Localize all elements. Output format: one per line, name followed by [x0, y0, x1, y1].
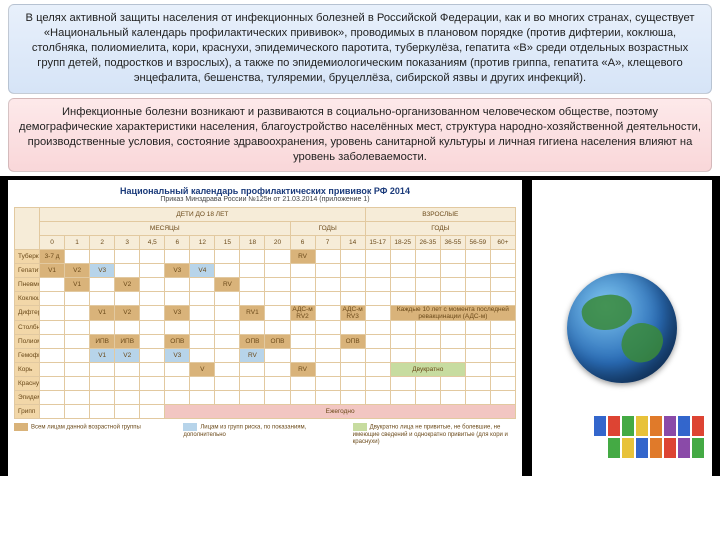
content-row: Национальный календарь профилактических …	[0, 176, 720, 476]
calendar-table: ДЕТИ ДО 18 ЛЕТВЗРОСЛЫЕМЕСЯЦЫГОДЫГОДЫ0123…	[14, 207, 516, 419]
vaccination-calendar: Национальный календарь профилактических …	[8, 180, 522, 476]
chart-title: Национальный календарь профилактических …	[14, 186, 516, 196]
intro-box-2: Инфекционные болезни возникают и развива…	[8, 98, 712, 172]
globe-illustration	[532, 180, 712, 476]
globe-icon	[567, 273, 677, 383]
intro-box-1: В целях активной защиты населения от инф…	[8, 4, 712, 94]
chart-subtitle: Приказ Минздрава России №125н от 21.03.2…	[14, 196, 516, 203]
people-figures	[594, 416, 704, 458]
chart-legend: Всем лицам данной возрастной группыЛицам…	[14, 423, 516, 446]
